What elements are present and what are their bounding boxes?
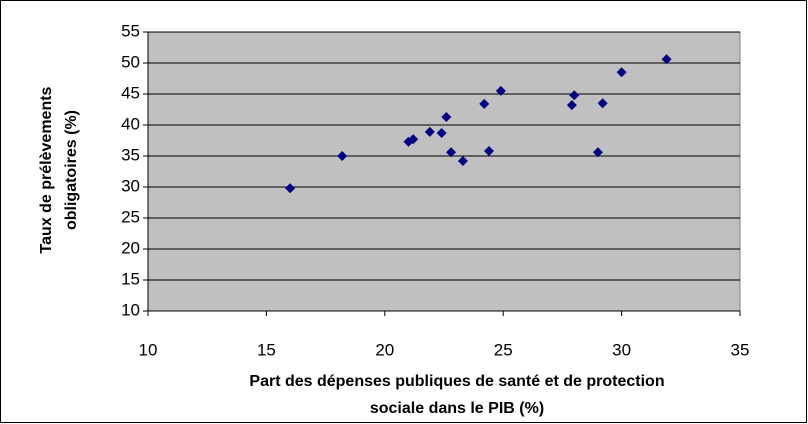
x-tick-label: 20 [375, 340, 394, 359]
point [479, 98, 490, 109]
x-axis-title: Part des dépenses publiques de santé et … [249, 373, 664, 390]
x-tick-label: 35 [731, 340, 750, 359]
point [566, 100, 577, 111]
point [441, 111, 452, 122]
point [616, 67, 627, 78]
y-tick-label: 50 [121, 52, 140, 71]
point [436, 128, 447, 139]
plot-area [147, 31, 741, 312]
x-tick-label: 15 [257, 340, 276, 359]
x-axis-title: sociale dans le PIB (%) [370, 400, 544, 417]
y-tick-label: 40 [121, 114, 140, 133]
point [457, 155, 468, 166]
x-tick-label: 25 [494, 340, 513, 359]
point [592, 147, 603, 158]
x-tick-label: 30 [612, 340, 631, 359]
point [483, 146, 494, 157]
x-tick-label: 10 [139, 340, 158, 359]
y-tick-label: 30 [121, 176, 140, 195]
y-tick-label: 15 [121, 269, 140, 288]
y-axis-title: Taux de prélèvements [38, 86, 55, 253]
point [597, 98, 608, 109]
point [285, 183, 296, 194]
y-tick-label: 25 [121, 207, 140, 226]
point [661, 54, 672, 65]
y-tick-label: 20 [121, 238, 140, 257]
y-tick-label: 10 [121, 300, 140, 319]
point [337, 151, 348, 161]
y-tick-label: 45 [121, 83, 140, 102]
y-axis-title: obligatoires (%) [63, 110, 80, 230]
point [446, 147, 457, 158]
point [408, 134, 419, 145]
y-tick-label: 55 [121, 21, 140, 40]
point [495, 85, 506, 96]
y-tick-label: 35 [121, 145, 140, 164]
point [569, 90, 580, 101]
point [424, 126, 435, 137]
